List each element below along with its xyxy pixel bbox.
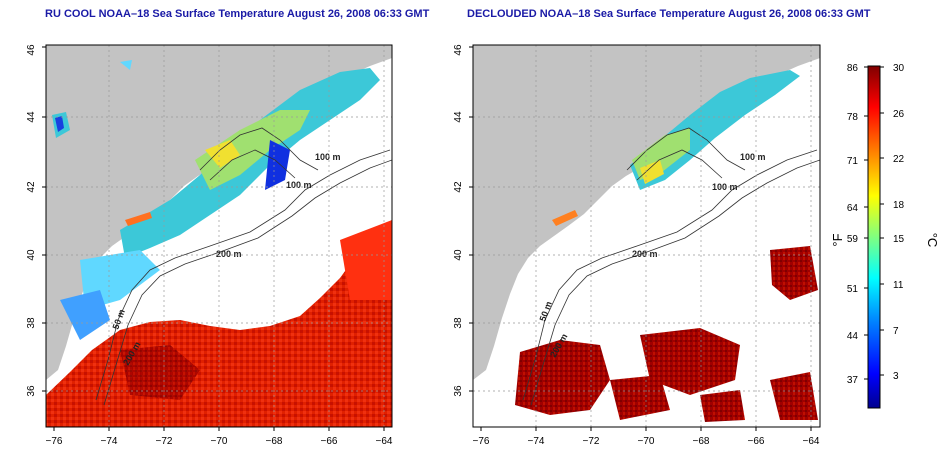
colorbar-f-tick: 44 <box>847 331 859 342</box>
right-map: 100 m 100 m 200 m 50 m 200 m <box>453 44 821 447</box>
left-contour-label: 100 m <box>286 180 312 190</box>
colorbar-c-tick: 18 <box>893 200 905 211</box>
right-warm-patch <box>770 246 818 300</box>
left-gridlines <box>46 45 392 427</box>
colorbar-f-tick: 71 <box>847 156 859 167</box>
colorbar: 86 78 71 64 59 51 44 37 30 26 22 18 15 1… <box>830 63 940 409</box>
right-gridlines <box>473 45 820 427</box>
left-lon-tick: −64 <box>376 436 393 447</box>
colorbar-f-tick: 78 <box>847 112 859 123</box>
right-lon-tick: −66 <box>748 436 765 447</box>
left-lon-tick: −74 <box>101 436 118 447</box>
left-map: 100 m 100 m 200 m 50 m 200 m <box>26 44 393 447</box>
colorbar-c-tick: 22 <box>893 154 905 165</box>
right-map-title: DECLOUDED NOAA–18 Sea Surface Temperatur… <box>467 8 871 20</box>
colorbar-f-tick: 51 <box>847 284 859 295</box>
left-lat-tick: 36 <box>26 385 37 397</box>
right-lon-tick: −68 <box>693 436 710 447</box>
right-lat-tick: 46 <box>453 44 464 56</box>
colorbar-c-tick: 26 <box>893 109 905 120</box>
right-lat-tick: 44 <box>453 111 464 123</box>
colorbar-c-tick: 3 <box>893 371 899 382</box>
left-lon-tick: −68 <box>266 436 283 447</box>
left-contour-label: 200 m <box>216 249 242 259</box>
right-lon-tick: −70 <box>638 436 655 447</box>
left-map-plot-area: 100 m 100 m 200 m 50 m 200 m <box>46 45 392 427</box>
left-lon-tick: −70 <box>211 436 228 447</box>
right-contour-label: 200 m <box>632 249 658 259</box>
right-lat-tick: 40 <box>453 249 464 261</box>
left-lon-tick: −72 <box>156 436 173 447</box>
colorbar-f-tick: 64 <box>847 203 859 214</box>
left-contours <box>95 127 392 406</box>
right-warm-patch <box>515 340 610 415</box>
right-contour-label: 100 m <box>740 152 766 162</box>
right-lon-tick: −72 <box>583 436 600 447</box>
left-land <box>46 45 392 380</box>
right-warm-patch <box>770 372 818 420</box>
right-map-plot-area: 100 m 100 m 200 m 50 m 200 m <box>473 45 820 427</box>
colorbar-f-tick: 37 <box>847 375 859 386</box>
colorbar-f-tick: 59 <box>847 234 859 245</box>
right-lon-tick: −74 <box>528 436 545 447</box>
left-lat-tick: 40 <box>26 249 37 261</box>
left-lon-tick: −66 <box>321 436 338 447</box>
right-lat-tick: 36 <box>453 385 464 397</box>
left-lat-tick: 46 <box>26 44 37 56</box>
colorbar-fahrenheit-label: °F <box>830 233 845 246</box>
right-lon-tick: −76 <box>473 436 490 447</box>
colorbar-c-tick: 30 <box>893 63 905 74</box>
left-lon-tick: −76 <box>46 436 63 447</box>
left-lat-tick: 42 <box>26 181 37 193</box>
left-map-title: RU COOL NOAA–18 Sea Surface Temperature … <box>45 8 430 20</box>
right-land <box>473 45 820 380</box>
right-lat-tick: 42 <box>453 181 464 193</box>
left-lat-tick: 38 <box>26 317 37 329</box>
colorbar-c-tick: 7 <box>893 326 899 337</box>
right-warm-patch <box>640 328 740 395</box>
colorbar-celsius-label: °C <box>925 233 940 248</box>
right-lon-tick: −64 <box>803 436 820 447</box>
left-contour-label: 100 m <box>315 152 341 162</box>
left-lat-tick: 44 <box>26 111 37 123</box>
colorbar-c-tick: 11 <box>893 280 904 291</box>
colorbar-gradient <box>867 65 881 409</box>
colorbar-c-tick: 15 <box>893 234 905 245</box>
colorbar-f-tick: 86 <box>847 63 859 74</box>
right-contours <box>522 127 820 406</box>
right-lat-tick: 38 <box>453 317 464 329</box>
